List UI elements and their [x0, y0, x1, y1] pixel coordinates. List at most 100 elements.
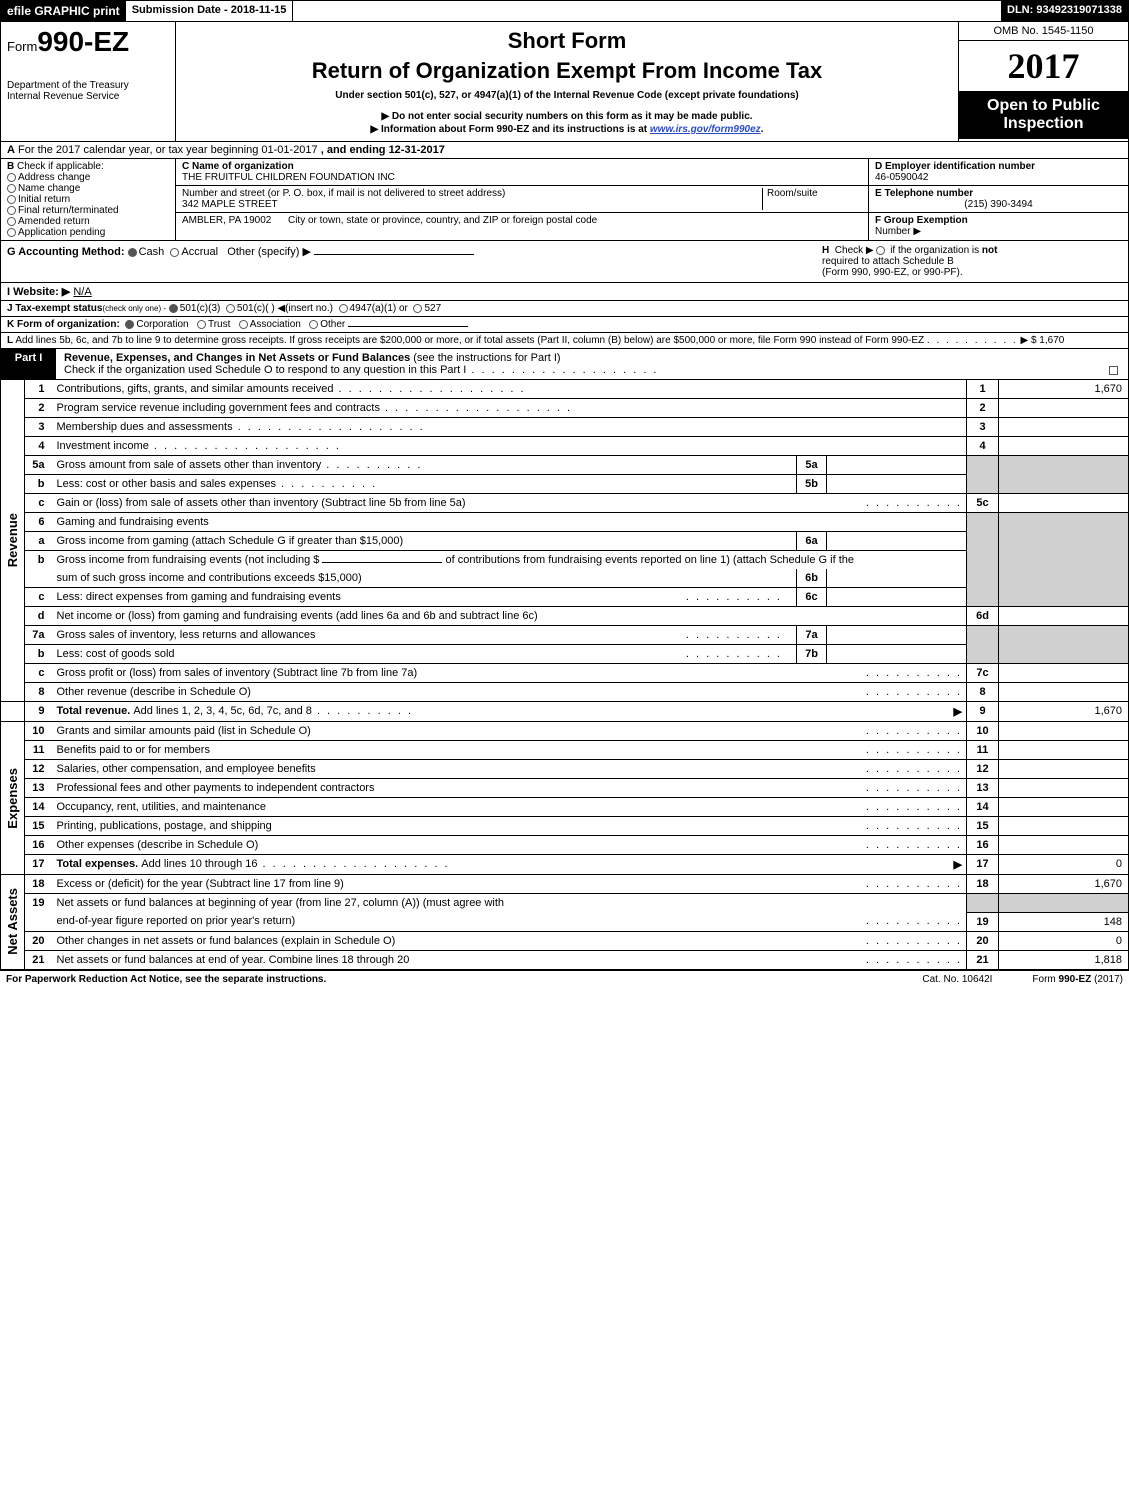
l6b-blank[interactable] [322, 562, 442, 563]
e-row: E Telephone number (215) 390-3494 [869, 186, 1128, 213]
l8-desc: Other revenue (describe in Schedule O) [57, 686, 251, 698]
radio-accrual[interactable] [170, 248, 179, 257]
l15-val [999, 817, 1129, 836]
radio-amended-return[interactable] [7, 217, 16, 226]
check-if-applicable: Check if applicable: [17, 161, 104, 172]
radio-corporation[interactable] [125, 320, 134, 329]
l7b-mini-val [827, 645, 967, 664]
f-label2: Number ▶ [875, 226, 921, 237]
open-line1: Open to Public [963, 97, 1124, 115]
org-name: THE FRUITFUL CHILDREN FOUNDATION INC [182, 172, 395, 183]
opt-final-return: Final return/terminated [18, 205, 119, 216]
part1-tag: Part I [1, 349, 56, 379]
title-block: Form990-EZ Department of the Treasury In… [0, 22, 1129, 142]
l6a-desc: Gross income from gaming (attach Schedul… [53, 532, 797, 551]
form-prefix: Form [7, 39, 37, 54]
l18-val: 1,670 [999, 875, 1129, 894]
d-value: 46-0590042 [875, 172, 928, 183]
row-a-ending: , and ending 12-31-2017 [321, 144, 445, 156]
part1-title: Revenue, Expenses, and Changes in Net As… [56, 349, 1128, 379]
radio-501c3[interactable] [169, 304, 178, 313]
radio-501c[interactable] [226, 304, 235, 313]
line-2: 2 Program service revenue including gove… [1, 399, 1129, 418]
l9-desc: Add lines 1, 2, 3, 4, 5c, 6d, 7c, and 8 [133, 705, 312, 717]
radio-4947[interactable] [339, 304, 348, 313]
line-4: 4 Investment income 4 [1, 437, 1129, 456]
sub2b-link[interactable]: www.irs.gov/form990ez [650, 124, 761, 135]
line-5a: 5a Gross amount from sale of assets othe… [1, 456, 1129, 475]
radio-h-check[interactable] [876, 246, 885, 255]
radio-cash[interactable] [128, 248, 137, 257]
dept-line2: Internal Revenue Service [7, 91, 169, 102]
line-7c: c Gross profit or (loss) from sales of i… [1, 664, 1129, 683]
l2-val [999, 399, 1129, 418]
g-other-input[interactable] [314, 254, 474, 255]
h-not: not [982, 245, 998, 256]
form-id-col: Form990-EZ Department of the Treasury In… [1, 22, 176, 141]
c-street-row: Number and street (or P. O. box, if mail… [176, 186, 868, 213]
l6d-val [999, 607, 1129, 626]
l19-val: 148 [999, 912, 1129, 931]
l20-desc: Other changes in net assets or fund bala… [57, 935, 396, 947]
l17-desc: Add lines 10 through 16 [141, 858, 257, 870]
section-expenses: Expenses [1, 722, 25, 875]
lines-table: Revenue 1 Contributions, gifts, grants, … [0, 380, 1129, 970]
k-other-input[interactable] [348, 326, 468, 327]
radio-527[interactable] [413, 304, 422, 313]
line-19-2: end-of-year figure reported on prior yea… [1, 912, 1129, 931]
l1-desc: Contributions, gifts, grants, and simila… [57, 383, 334, 395]
line-3: 3 Membership dues and assessments 3 [1, 418, 1129, 437]
g-accrual: Accrual [181, 246, 218, 258]
row-a: A For the 2017 calendar year, or tax yea… [0, 142, 1129, 159]
row-a-text: For the 2017 calendar year, or tax year … [18, 144, 318, 156]
radio-final-return[interactable] [7, 206, 16, 215]
j-a: 501(c)(3) [180, 303, 221, 314]
submission-date: Submission Date - 2018-11-15 [126, 1, 294, 21]
l5a-desc: Gross amount from sale of assets other t… [57, 459, 322, 471]
part1-title-text: Revenue, Expenses, and Changes in Net As… [64, 352, 413, 364]
part1-check: Check if the organization used Schedule … [64, 364, 466, 376]
opt-address-change: Address change [18, 172, 90, 183]
line-18: Net Assets 18 Excess or (deficit) for th… [1, 875, 1129, 894]
k-trust: Trust [208, 319, 230, 330]
l20-val: 0 [999, 931, 1129, 950]
radio-address-change[interactable] [7, 173, 16, 182]
check-schedule-o[interactable] [1109, 366, 1118, 375]
radio-association[interactable] [239, 320, 248, 329]
l-label: L [7, 335, 13, 346]
radio-other-org[interactable] [309, 320, 318, 329]
i-value: N/A [73, 286, 91, 298]
line-6d: d Net income or (loss) from gaming and f… [1, 607, 1129, 626]
l15-desc: Printing, publications, postage, and shi… [57, 820, 272, 832]
l7a-desc: Gross sales of inventory, less returns a… [57, 629, 316, 641]
l7c-val [999, 664, 1129, 683]
l6c-desc: Less: direct expenses from gaming and fu… [57, 591, 341, 603]
header-bar: efile GRAPHIC print Submission Date - 20… [0, 0, 1129, 22]
radio-trust[interactable] [197, 320, 206, 329]
h-text2: if the organization is [890, 245, 982, 256]
part1-sub: (see the instructions for Part I) [413, 352, 560, 364]
radio-application-pending[interactable] [7, 228, 16, 237]
l6b-desc3: sum of such gross income and contributio… [53, 569, 797, 588]
line-7b: b Less: cost of goods sold 7b [1, 645, 1129, 664]
radio-name-change[interactable] [7, 184, 16, 193]
line-1: Revenue 1 Contributions, gifts, grants, … [1, 380, 1129, 399]
l5a-mini-val [827, 456, 967, 475]
footer: For Paperwork Reduction Act Notice, see … [0, 970, 1129, 988]
open-to-public: Open to Public Inspection [959, 91, 1128, 139]
sub2b-pre: ▶ Information about Form 990-EZ and its … [371, 124, 650, 135]
line-6b-2: sum of such gross income and contributio… [1, 569, 1129, 588]
line-20: 20 Other changes in net assets or fund b… [1, 931, 1129, 950]
e-value: (215) 390-3494 [875, 199, 1122, 210]
l10-desc: Grants and similar amounts paid (list in… [57, 725, 311, 737]
row-j: J Tax-exempt status(check only one) - 50… [0, 301, 1129, 317]
radio-initial-return[interactable] [7, 195, 16, 204]
section-netassets: Net Assets [1, 875, 25, 970]
l4-val [999, 437, 1129, 456]
k-assoc: Association [250, 319, 301, 330]
h-text1: Check ▶ [835, 245, 874, 256]
k-other: Other [320, 319, 345, 330]
l8-val [999, 683, 1129, 702]
line-6a: a Gross income from gaming (attach Sched… [1, 532, 1129, 551]
j-c: 4947(a)(1) or [350, 303, 408, 314]
